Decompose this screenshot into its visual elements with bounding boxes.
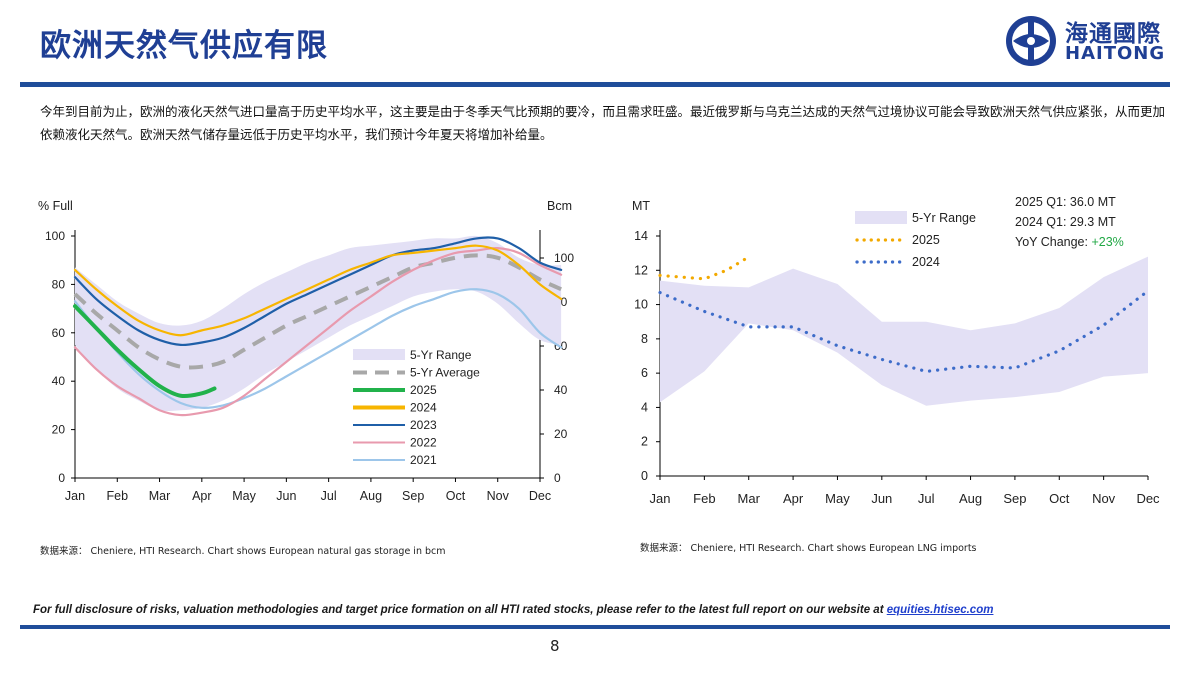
legend-label-2025: 2025 (912, 233, 940, 247)
x-tick-label-aug: Aug (959, 491, 982, 506)
page-number: 8 (550, 637, 560, 655)
legend-label-5-yr-average: 5-Yr Average (410, 366, 480, 380)
x-tick-label-may: May (232, 489, 256, 503)
intro-paragraph: 今年到目前为止，欧洲的液化天然气进口量高于历史平均水平，这主要是由于冬季天气比预… (40, 104, 1166, 142)
y-tick-label-right-40: 40 (554, 383, 568, 397)
right-y-axis-title: Bcm (547, 199, 572, 213)
series-line-2025 (73, 304, 217, 399)
y-tick-label-left-60: 60 (52, 326, 66, 340)
legend-label-2024: 2024 (410, 401, 437, 415)
y-tick-label-10: 10 (634, 298, 648, 312)
legend-label-2021: 2021 (410, 453, 437, 467)
page-title: 欧洲天然气供应有限 (40, 28, 328, 64)
storage-chart: 020406080100020406080100JanFebMarAprMayJ… (38, 199, 574, 503)
y-tick-label-2: 2 (641, 435, 648, 449)
x-tick-label-dec: Dec (1136, 491, 1160, 506)
y-tick-label-left-0: 0 (58, 471, 65, 485)
left-chart-source: 数据来源： Cheniere, HTI Research. Chart show… (40, 546, 446, 557)
x-tick-label-apr: Apr (783, 491, 804, 506)
y-tick-label-12: 12 (634, 263, 648, 277)
annotation-yoy-value: +23% (1091, 235, 1123, 249)
haitong-logo-mark-icon (1006, 16, 1056, 66)
x-tick-label-feb: Feb (106, 489, 128, 503)
x-tick-label-mar: Mar (738, 491, 761, 506)
y-tick-label-right-20: 20 (554, 427, 568, 441)
x-tick-label-apr: Apr (192, 489, 211, 503)
x-tick-label-jan: Jan (65, 489, 85, 503)
website-link[interactable]: equities.htisec.com (886, 604, 994, 616)
series-line-2022 (73, 246, 563, 417)
storage-chart-lines-layer (73, 236, 563, 417)
lng-chart-legend: 5-Yr Range 2025 2024 (855, 211, 976, 269)
disclosure-body: For full disclosure of risks, valuation … (33, 604, 887, 616)
x-tick-label-mar: Mar (149, 489, 171, 503)
y-tick-label-right-100: 100 (554, 251, 574, 265)
x-tick-label-nov: Nov (1092, 491, 1116, 506)
series-line-2021 (73, 288, 563, 409)
legend-swatch-5-yr-range (353, 349, 405, 360)
x-tick-label-sep: Sep (402, 489, 424, 503)
logo-text-english: HAITONG (1065, 43, 1166, 64)
y-tick-label-left-20: 20 (52, 423, 66, 437)
storage-chart-range-layer (75, 235, 562, 412)
annotation-2024-q1: 2024 Q1: 29.3 MT (1015, 215, 1116, 229)
footer-rule (20, 625, 1170, 629)
y-tick-label-8: 8 (641, 332, 648, 346)
lng-chart-annotation: 2025 Q1: 36.0 MT 2024 Q1: 29.3 MT YoY Chan… (1015, 195, 1124, 249)
x-tick-label-aug: Aug (360, 489, 382, 503)
x-tick-label-feb: Feb (693, 491, 715, 506)
x-tick-label-jul: Jul (321, 489, 337, 503)
series-line-5-yr-average (73, 253, 562, 370)
series-line-2025 (658, 256, 749, 281)
annotation-yoy-change: YoY Change: +23% (1015, 235, 1124, 249)
legend-label-2024: 2024 (912, 255, 940, 269)
x-tick-label-may: May (825, 491, 850, 506)
range-band-5yr (75, 235, 562, 412)
x-tick-label-oct: Oct (1049, 491, 1070, 506)
disclosure-text: For full disclosure of risks, valuation … (33, 604, 993, 616)
y-tick-label-6: 6 (641, 366, 648, 380)
legend-label-2025: 2025 (410, 383, 437, 397)
series-line-2023 (73, 236, 563, 347)
logo-text-chinese: 海通國際 (1065, 21, 1161, 47)
right-chart-source: 数据来源： Cheniere, HTI Research. Chart show… (640, 543, 977, 554)
legend-label-5-yr-range: 5-Yr Range (912, 211, 976, 225)
x-tick-label-jul: Jul (918, 491, 935, 506)
series-line-2024 (73, 244, 563, 337)
x-tick-label-nov: Nov (487, 489, 510, 503)
header-rule (20, 82, 1170, 87)
lng-imports-chart: 0 2 4 6 8 10 12 14 Jan Feb Mar Apr May Jun Jul Aug Sep Oc… (632, 195, 1160, 506)
y-tick-label-left-40: 40 (52, 374, 66, 388)
haitong-logo (1006, 16, 1056, 66)
x-tick-label-oct: Oct (446, 489, 466, 503)
y-tick-label-14: 14 (634, 229, 648, 243)
left-y-axis-title: % Full (38, 199, 73, 213)
lng-chart-range-layer (660, 256, 1148, 406)
lng-chart-lines-layer (658, 256, 1150, 374)
x-tick-label-jun: Jun (276, 489, 296, 503)
annotation-yoy-label: YoY Change: (1015, 235, 1091, 249)
legend-label-5-yr-range: 5-Yr Range (410, 348, 472, 362)
y-tick-label-0: 0 (641, 469, 648, 483)
y-axis-title: MT (632, 199, 650, 213)
annotation-2025-q1: 2025 Q1: 36.0 MT (1015, 195, 1116, 209)
legend-label-2023: 2023 (410, 418, 437, 432)
x-tick-label-dec: Dec (529, 489, 551, 503)
storage-chart-legend: 5-Yr Range 5-Yr Average 2025 2024 2023 2022 20… (353, 348, 480, 467)
legend-label-2022: 2022 (410, 436, 437, 450)
y-tick-label-left-80: 80 (52, 277, 66, 291)
y-tick-label-right-0: 0 (554, 471, 561, 485)
legend-swatch-5-yr-range (855, 211, 907, 224)
lng-chart-axes: 0 2 4 6 8 10 12 14 Jan Feb Mar Apr May Jun Jul Aug Sep Oc… (632, 199, 1160, 506)
x-tick-label-sep: Sep (1003, 491, 1026, 506)
range-band-5yr (660, 256, 1148, 406)
y-tick-label-left-100: 100 (45, 229, 65, 243)
x-tick-label-jun: Jun (871, 491, 892, 506)
x-tick-label-jan: Jan (650, 491, 671, 506)
y-tick-label-4: 4 (641, 400, 648, 414)
